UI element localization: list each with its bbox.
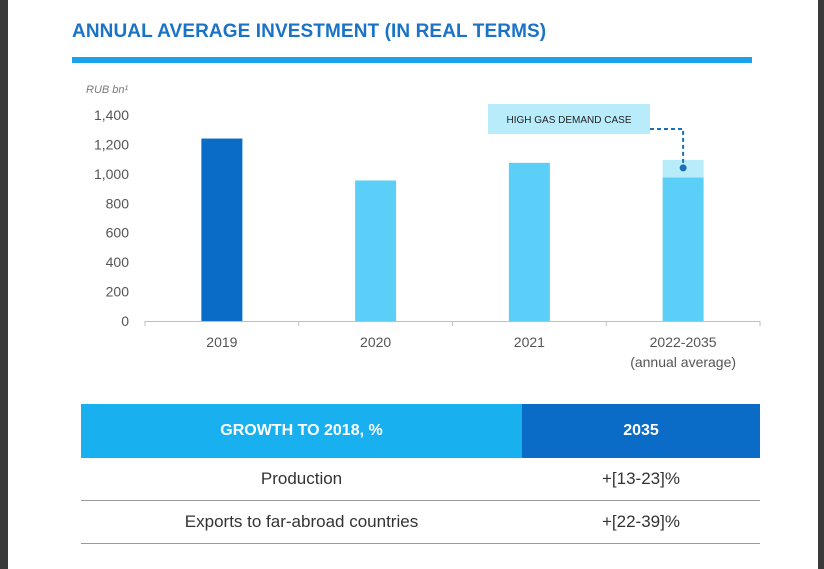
x-tick-label: 2020: [360, 334, 391, 350]
table-header-year: 2035: [522, 404, 760, 458]
annotation-connector: [650, 128, 685, 168]
investment-bar-chart: RUB bn¹ 0 200 400 600 800 1,000 1,200 1,400 2019 2…: [86, 84, 761, 370]
x-tick-label: 2019: [206, 334, 237, 350]
x-tick-label: 2021: [514, 334, 545, 350]
annotation-box: [488, 104, 650, 134]
left-frame-edge: [0, 0, 8, 569]
y-tick-label: 1,200: [94, 136, 129, 152]
annotation-dot: [679, 164, 687, 172]
bar-2019: [201, 138, 243, 321]
annotation-label: HIGH GAS DEMAND CASE: [506, 115, 631, 126]
title-divider: [72, 57, 752, 63]
row-value-production: +[13-23]%: [522, 458, 760, 501]
y-tick-label: 1,000: [94, 166, 129, 182]
y-tick-label: 600: [106, 225, 130, 241]
page-title: ANNUAL AVERAGE INVESTMENT (IN REAL TERMS…: [72, 21, 547, 42]
y-tick-label: 1,400: [94, 107, 129, 123]
bar-2020: [355, 180, 397, 321]
x-tick-sublabel: (annual average): [630, 354, 736, 370]
y-tick-label: 0: [121, 313, 129, 329]
bar-2021: [508, 162, 550, 321]
y-axis-unit-label: RUB bn¹: [86, 84, 129, 96]
right-frame-edge: [818, 0, 824, 569]
table-row: Production +[13-23]%: [81, 458, 760, 501]
table-header-growth: GROWTH TO 2018, %: [81, 404, 522, 458]
bar-2022-2035: [662, 177, 704, 321]
y-tick-label: 200: [106, 284, 130, 300]
x-tick-label: 2022-2035: [650, 334, 717, 350]
y-tick-label: 800: [106, 195, 130, 211]
row-label-exports: Exports to far-abroad countries: [81, 500, 522, 544]
y-tick-label: 400: [106, 254, 130, 270]
row-label-production: Production: [81, 458, 522, 501]
table-header-row: GROWTH TO 2018, % 2035: [81, 404, 760, 458]
row-value-exports: +[22-39]%: [522, 500, 760, 544]
growth-table: GROWTH TO 2018, % 2035 Production +[13-2…: [81, 404, 760, 544]
table-row: Exports to far-abroad countries +[22-39]…: [81, 500, 760, 544]
